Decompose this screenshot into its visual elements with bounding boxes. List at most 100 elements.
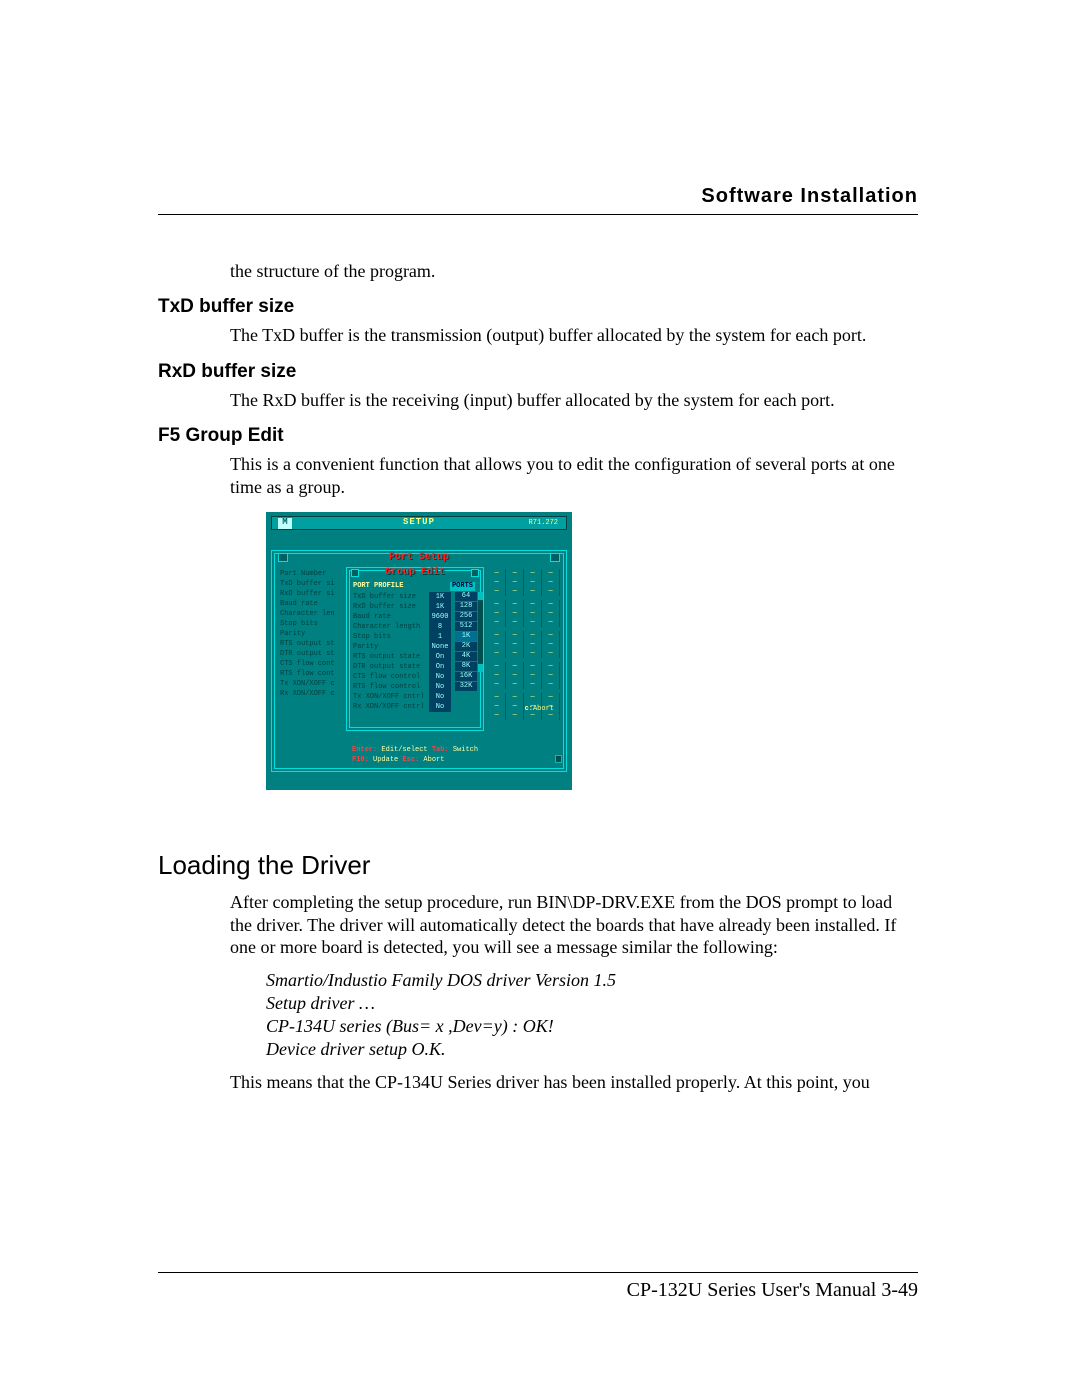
grid-cell: — <box>524 631 542 640</box>
heading-f5: F5 Group Edit <box>158 425 918 447</box>
grid-cell: — <box>488 671 506 680</box>
key-hints: Enter: Edit/select Tab: Switch F10: Upda… <box>352 745 478 765</box>
scroll-handle-icon[interactable] <box>555 755 562 763</box>
profile-row[interactable]: RTS output stateOn <box>353 652 451 662</box>
setup-titlebar: M SETUP R71.272 <box>271 516 567 530</box>
grid-cell: — <box>488 693 506 702</box>
profile-row[interactable]: Tx XON/XOFF cntrlNo <box>353 692 451 702</box>
grid-cell: — <box>542 662 560 671</box>
profile-row[interactable]: Rx XON/XOFF cntrlNo <box>353 702 451 712</box>
port-setup-title: Port Setup <box>272 553 566 562</box>
ports-column-header: PORTS <box>450 582 475 591</box>
port-size-option[interactable]: 2K <box>455 642 477 651</box>
profile-row[interactable]: DTR output stateOn <box>353 662 451 672</box>
text-rxd: The RxD buffer is the receiving (input) … <box>230 389 918 412</box>
grid-cell: — <box>506 693 524 702</box>
heading-loading: Loading the Driver <box>158 850 918 881</box>
grid-cell: — <box>506 662 524 671</box>
intro-fragment: the structure of the program. <box>230 261 918 282</box>
grid-cell: — <box>506 649 524 658</box>
port-size-option[interactable]: 8K <box>455 662 477 671</box>
grid-cell: — <box>506 640 524 649</box>
grid-cell: — <box>488 711 506 720</box>
grid-cell: — <box>506 578 524 587</box>
grid-cell: — <box>542 671 560 680</box>
grid-cell: — <box>542 631 560 640</box>
grid-cell: — <box>506 631 524 640</box>
port-size-option[interactable]: 16K <box>455 672 477 681</box>
grid-cell: — <box>524 649 542 658</box>
grid-cell: — <box>542 680 560 689</box>
grid-cell: — <box>488 600 506 609</box>
grid-cell: — <box>524 662 542 671</box>
port-size-option[interactable]: 256 <box>455 612 477 621</box>
grid-cell: — <box>488 640 506 649</box>
left-label: CTS flow cont <box>280 659 344 669</box>
grid-cell: — <box>506 587 524 596</box>
grid-cell: — <box>488 631 506 640</box>
port-size-option[interactable]: 1K <box>455 632 477 641</box>
profile-row[interactable]: Baud rate9600 <box>353 612 451 622</box>
code-line: Setup driver … <box>266 992 918 1015</box>
grid-cell: — <box>488 578 506 587</box>
setup-version: R71.272 <box>529 519 558 528</box>
profile-row[interactable]: CTS flow controlNo <box>353 672 451 682</box>
left-label: Character len <box>280 609 344 619</box>
grid-cell: — <box>488 680 506 689</box>
left-label: Tx XON/XOFF c <box>280 679 344 689</box>
port-size-option[interactable]: 64 <box>455 592 477 601</box>
setup-title: SETUP <box>272 518 566 527</box>
port-size-option[interactable]: 32K <box>455 682 477 691</box>
heading-rxd: RxD buffer size <box>158 361 918 383</box>
ports-size-column[interactable]: 641282565121K2K4K8K16K32K <box>455 592 477 692</box>
grid-cell: — <box>506 702 524 711</box>
group-edit-window: Group Edit PORT PROFILE PORTS TxD buffer… <box>346 567 484 731</box>
grid-cell: — <box>542 587 560 596</box>
grid-cell: — <box>488 609 506 618</box>
left-label: Baud rate <box>280 599 344 609</box>
grid-cell: — <box>524 640 542 649</box>
grid-cell: — <box>506 671 524 680</box>
port-size-option[interactable]: 128 <box>455 602 477 611</box>
ports-scrollbar[interactable] <box>478 592 483 672</box>
profile-row[interactable]: RTS flow controlNo <box>353 682 451 692</box>
grid-cell: — <box>524 587 542 596</box>
port-setup-left-labels: Port NumberTxD buffer siRxD buffer siBau… <box>280 569 344 699</box>
left-label: Stop bits <box>280 619 344 629</box>
left-label: Port Number <box>280 569 344 579</box>
grid-cell: — <box>542 649 560 658</box>
grid-cell: — <box>542 600 560 609</box>
profile-row[interactable]: TxD buffer size1K <box>353 592 451 602</box>
dos-screenshot: M SETUP R71.272 Port Setup Port NumberTx… <box>266 512 572 790</box>
grid-cell: — <box>506 711 524 720</box>
grid-cell: — <box>524 671 542 680</box>
grid-cell: — <box>524 600 542 609</box>
port-setup-window: Port Setup Port NumberTxD buffer siRxD b… <box>271 550 567 772</box>
grid-cell: — <box>488 649 506 658</box>
profile-row[interactable]: ParityNone <box>353 642 451 652</box>
grid-cell: — <box>542 640 560 649</box>
port-size-option[interactable]: 512 <box>455 622 477 631</box>
text-f5: This is a convenient function that allow… <box>230 453 918 498</box>
grid-cell: — <box>506 609 524 618</box>
driver-output-code: Smartio/Industio Family DOS driver Versi… <box>266 969 918 1061</box>
grid-cell: — <box>488 702 506 711</box>
port-values-grid: ————————————————————————————————————————… <box>488 569 560 724</box>
profile-row[interactable]: Character length8 <box>353 622 451 632</box>
left-label: TxD buffer si <box>280 579 344 589</box>
code-line: Device driver setup O.K. <box>266 1038 918 1061</box>
profile-row[interactable]: RxD buffer size1K <box>353 602 451 612</box>
grid-cell: — <box>524 618 542 627</box>
port-size-option[interactable]: 4K <box>455 652 477 661</box>
port-profile-header: PORT PROFILE <box>353 582 403 591</box>
loading-p2: This means that the CP-134U Series drive… <box>230 1071 918 1094</box>
left-label: Parity <box>280 629 344 639</box>
profile-row[interactable]: Stop bits1 <box>353 632 451 642</box>
grid-cell: — <box>524 693 542 702</box>
grid-cell: — <box>542 578 560 587</box>
grid-cell: — <box>506 618 524 627</box>
grid-cell: — <box>488 662 506 671</box>
grid-cell: — <box>488 618 506 627</box>
grid-cell: — <box>542 609 560 618</box>
code-line: CP-134U series (Bus= x ,Dev=y) : OK! <box>266 1015 918 1038</box>
